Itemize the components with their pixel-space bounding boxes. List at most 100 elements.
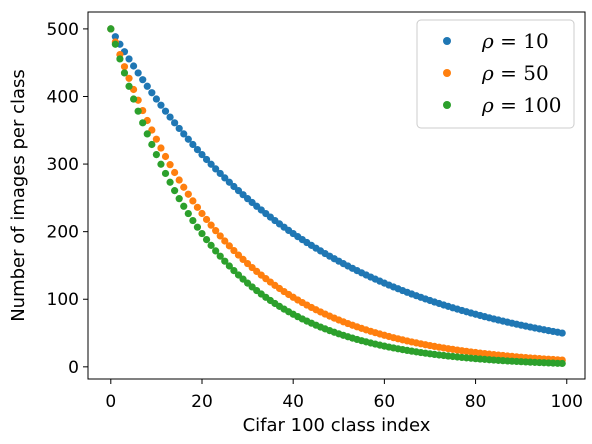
y-tick-label: 300	[47, 155, 79, 175]
point-10-1	[111, 33, 119, 41]
point-10-24	[216, 169, 224, 178]
legend-label: ρ = 100	[481, 93, 561, 117]
point-100-26	[225, 262, 233, 270]
x-tick-label: 0	[105, 392, 116, 412]
point-100-4	[125, 82, 133, 90]
point-100-5	[129, 95, 138, 103]
point-10-22	[207, 160, 215, 168]
point-50-26	[225, 242, 233, 250]
point-100-24	[216, 252, 224, 260]
y-tick-label: 500	[47, 20, 79, 40]
point-50-10	[152, 135, 160, 143]
point-100-8	[143, 130, 151, 138]
point-100-3	[120, 69, 129, 77]
point-50-12	[161, 152, 170, 161]
legend-box	[416, 19, 575, 129]
point-10-23	[212, 165, 220, 173]
point-50-16	[180, 183, 188, 191]
point-100-16	[180, 202, 188, 210]
point-50-3	[120, 63, 129, 71]
point-50-23	[212, 227, 220, 235]
point-10-14	[171, 119, 179, 127]
point-100-17	[184, 209, 192, 218]
point-10-99	[558, 329, 566, 337]
point-100-99	[558, 359, 566, 368]
point-100-25	[221, 257, 229, 265]
point-100-11	[157, 160, 165, 168]
series-50	[107, 25, 566, 364]
legend-marker	[443, 101, 451, 109]
point-10-25	[221, 174, 229, 182]
plot-frame	[87, 11, 586, 380]
point-50-27	[230, 246, 238, 255]
point-50-11	[157, 144, 165, 152]
point-100-28	[234, 271, 243, 279]
point-10-9	[148, 89, 156, 97]
y-tick-label: 0	[68, 358, 79, 378]
point-10-6	[134, 69, 142, 77]
point-10-20	[198, 150, 206, 159]
point-50-24	[216, 232, 224, 240]
legend: ρ = 10 ρ = 50 ρ = 100	[416, 19, 575, 129]
point-100-27	[230, 266, 238, 275]
point-10-13	[166, 113, 174, 121]
point-100-9	[148, 140, 156, 149]
legend-label: ρ = 10	[481, 29, 549, 53]
point-100-0	[107, 25, 115, 33]
point-100-14	[171, 187, 179, 195]
y-tick-label: 100	[47, 290, 79, 310]
x-axis-ticks: 0 20 40 60 80 100	[105, 379, 583, 412]
point-10-4	[125, 55, 133, 63]
series-100	[107, 25, 566, 368]
point-100-12	[161, 169, 170, 178]
legend-label: ρ = 50	[481, 61, 549, 85]
point-50-14	[171, 168, 179, 177]
point-10-11	[157, 101, 165, 109]
point-10-15	[175, 124, 183, 133]
point-50-20	[198, 209, 206, 218]
x-tick-label: 20	[191, 392, 213, 412]
point-50-28	[234, 251, 243, 259]
x-tick-label: 100	[551, 392, 583, 412]
point-100-2	[116, 55, 124, 63]
point-50-29	[239, 255, 247, 263]
point-100-21	[202, 236, 211, 244]
point-100-23	[212, 247, 220, 255]
point-10-27	[230, 182, 238, 191]
point-50-22	[207, 221, 215, 229]
point-10-19	[193, 146, 202, 154]
legend-marker	[443, 37, 451, 45]
point-100-7	[139, 119, 147, 127]
point-10-26	[225, 178, 233, 186]
point-10-17	[184, 135, 192, 143]
x-tick-label: 60	[374, 392, 396, 412]
y-axis-label: Number of images per class	[8, 69, 29, 322]
point-100-15	[175, 195, 183, 203]
x-axis-label: Cifar 100 class index	[243, 415, 431, 436]
point-50-17	[184, 190, 192, 198]
point-10-5	[129, 62, 138, 70]
point-50-19	[193, 203, 202, 211]
point-10-12	[161, 107, 170, 115]
point-100-6	[134, 107, 142, 115]
y-axis-ticks: 0 100 200 300 400 500	[47, 20, 88, 378]
point-100-20	[198, 229, 206, 238]
point-100-1	[111, 40, 119, 48]
y-tick-label: 200	[47, 223, 79, 243]
point-10-7	[139, 76, 147, 84]
series-10	[107, 25, 566, 337]
x-tick-label: 40	[282, 392, 304, 412]
point-50-21	[202, 215, 211, 224]
point-50-15	[175, 176, 183, 184]
point-100-18	[189, 216, 197, 225]
point-10-10	[152, 95, 160, 103]
data-points	[107, 25, 566, 368]
point-50-4	[125, 74, 133, 82]
point-10-18	[189, 140, 197, 149]
point-50-13	[166, 161, 174, 169]
point-100-13	[166, 178, 174, 186]
point-50-25	[221, 237, 229, 245]
point-10-21	[202, 155, 211, 164]
legend-marker	[443, 69, 451, 77]
